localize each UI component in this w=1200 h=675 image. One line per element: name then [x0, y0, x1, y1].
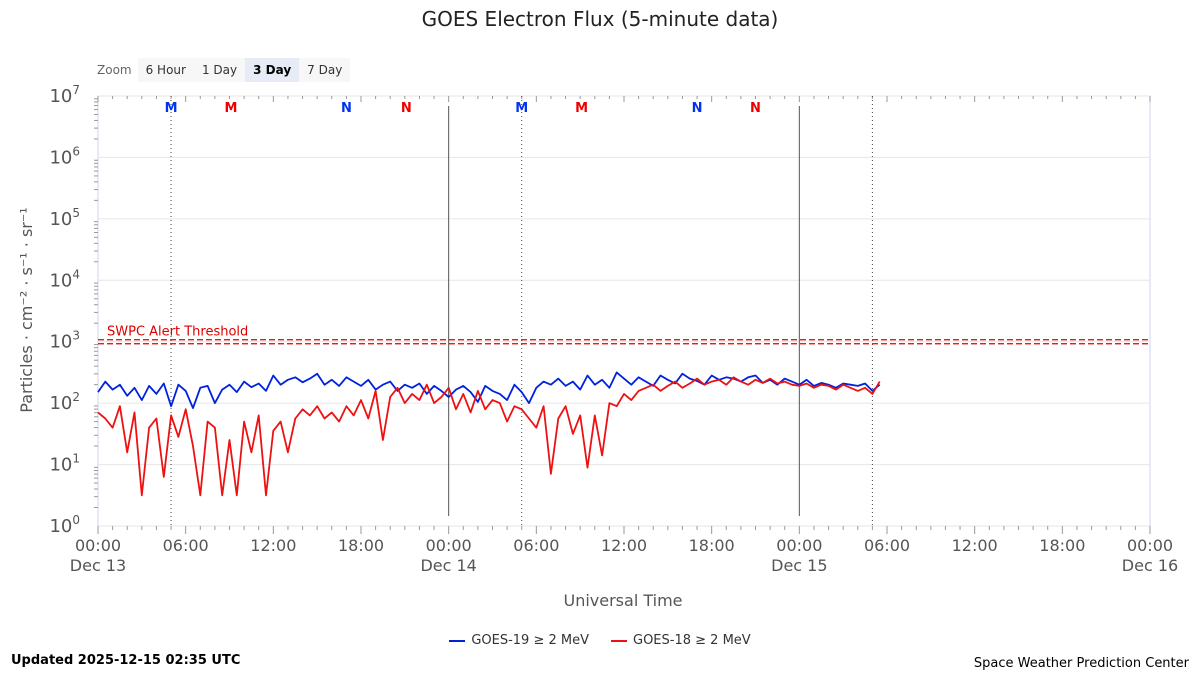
- series-line-goes18: [97, 376, 881, 497]
- y-tick-label: 104: [49, 267, 80, 291]
- x-date-label: Dec 15: [771, 556, 827, 575]
- orbit-marker: M: [515, 101, 528, 116]
- x-date-label: Dec 13: [70, 556, 126, 575]
- legend-item-goes18[interactable]: GOES-18 ≥ 2 MeV: [611, 633, 751, 648]
- zoom-1-day-button[interactable]: 1 Day: [193, 58, 246, 82]
- zoom-label: Zoom: [97, 63, 132, 77]
- orbit-marker: N: [692, 101, 703, 116]
- x-tick-label: 18:00: [1039, 536, 1085, 555]
- x-tick-label: 00:00: [426, 536, 472, 555]
- x-tick-label: 06:00: [513, 536, 559, 555]
- threshold-layer: SWPC Alert Threshold: [98, 325, 1150, 345]
- zoom-3-day-button[interactable]: 3 Day: [245, 58, 300, 82]
- orbit-marker: M: [165, 101, 178, 116]
- x-axis-label: Universal Time: [563, 591, 682, 610]
- legend-item-goes19[interactable]: GOES-19 ≥ 2 MeV: [449, 633, 589, 648]
- series-line-goes19: [97, 371, 881, 410]
- y-tick-label: 102: [49, 390, 80, 414]
- y-tick-label: 105: [49, 206, 80, 230]
- legend: GOES-19 ≥ 2 MeV GOES-18 ≥ 2 MeV: [0, 633, 1200, 648]
- legend-label: GOES-18 ≥ 2 MeV: [633, 633, 751, 648]
- legend-label: GOES-19 ≥ 2 MeV: [471, 633, 589, 648]
- y-tick-label: 103: [49, 329, 80, 353]
- legend-swatch-icon: [449, 639, 466, 642]
- series-layer: [97, 371, 881, 497]
- orbit-marker: N: [401, 101, 412, 116]
- y-axis-label: Particles · cm⁻² · s⁻¹ · sr⁻¹: [17, 207, 36, 412]
- grid-layer: [94, 95, 1151, 534]
- orbit-marker: M: [224, 101, 237, 116]
- x-tick-label: 12:00: [601, 536, 647, 555]
- zoom-6-hour-button[interactable]: 6 Hour: [137, 58, 194, 82]
- x-tick-label: 18:00: [689, 536, 735, 555]
- plot-border: [97, 95, 1151, 527]
- y-tick-label: 107: [49, 83, 80, 107]
- orbit-marker: N: [341, 101, 352, 116]
- y-tick-label: 100: [49, 513, 80, 537]
- y-tick-label: 106: [49, 144, 80, 168]
- x-tick-label: 00:00: [75, 536, 121, 555]
- chart-title: GOES Electron Flux (5-minute data): [422, 7, 779, 31]
- x-tick-label: 00:00: [1127, 536, 1173, 555]
- x-tick-label: 06:00: [163, 536, 209, 555]
- x-tick-label: 12:00: [952, 536, 998, 555]
- orbit-marker: M: [575, 101, 588, 116]
- x-tick-label: 12:00: [250, 536, 296, 555]
- legend-swatch-icon: [611, 639, 627, 642]
- zoom-7-day-button[interactable]: 7 Day: [299, 58, 351, 82]
- threshold-label: SWPC Alert Threshold: [107, 325, 248, 340]
- x-tick-label: 00:00: [776, 536, 822, 555]
- x-tick-label: 06:00: [864, 536, 910, 555]
- x-tick-label: 18:00: [338, 536, 384, 555]
- y-tick-label: 101: [49, 452, 80, 476]
- updated-timestamp: Updated 2025-12-15 02:35 UTC: [11, 653, 241, 668]
- x-date-label: Dec 14: [420, 556, 476, 575]
- y-axis: 100 101 102 103 104 105 106 107: [49, 83, 80, 537]
- orbit-marker: N: [750, 101, 761, 116]
- x-date-label: Dec 16: [1122, 556, 1178, 575]
- zoom-bar: Zoom 6 Hour 1 Day 3 Day 7 Day: [92, 58, 351, 82]
- credit-text: Space Weather Prediction Center: [973, 656, 1189, 671]
